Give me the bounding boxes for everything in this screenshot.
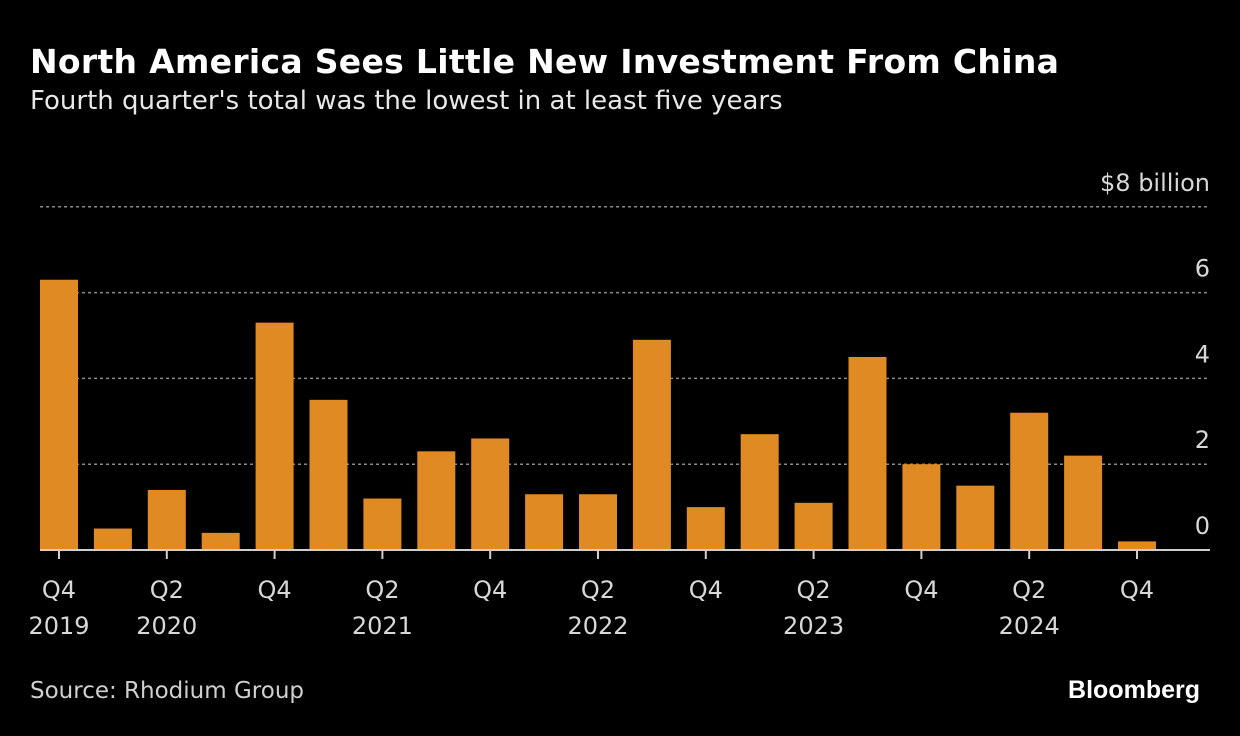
bar-q3-2023 (848, 356, 887, 550)
x-tick-year-label: 2022 (567, 612, 628, 640)
bar-q1-2024 (956, 485, 995, 550)
bar-q2-2020 (147, 489, 186, 550)
chart-title: North America Sees Little New Investment… (30, 42, 1060, 81)
bar-q2-2022 (579, 494, 617, 550)
bar-q2-2023 (794, 502, 833, 550)
bar-q1-2021 (309, 399, 348, 550)
bar-q4-2020 (255, 322, 294, 550)
bar-q4-2021 (471, 438, 510, 550)
source-note: Source: Rhodium Group (30, 678, 304, 704)
x-tick-label: Q2 (581, 576, 615, 604)
x-tick-year-label: 2023 (783, 612, 844, 640)
x-tick-label: Q4 (1120, 576, 1154, 604)
bar-q3-2024 (1064, 455, 1103, 550)
bar-q3-2020 (201, 532, 240, 550)
x-tick-label: Q4 (904, 576, 938, 604)
x-tick-label: Q4 (258, 576, 292, 604)
x-tick-label: Q2 (365, 576, 399, 604)
bar-q4-2024 (1118, 541, 1156, 550)
bar-q4-2022 (686, 507, 725, 550)
y-tick-label: 0 (1195, 512, 1210, 540)
x-tick-label: Q2 (797, 576, 831, 604)
bar-q1-2022 (525, 494, 564, 550)
x-tick-year-label: 2021 (352, 612, 413, 640)
x-tick-label: Q4 (473, 576, 507, 604)
bar-q2-2024 (1010, 412, 1049, 550)
x-tick-label: Q2 (1012, 576, 1046, 604)
x-tick-year-label: 2019 (28, 612, 89, 640)
y-tick-label: 6 (1195, 255, 1210, 283)
x-tick-year-label: 2020 (136, 612, 197, 640)
chart-subtitle: Fourth quarter's total was the lowest in… (30, 86, 783, 116)
bar-q3-2022 (632, 339, 671, 550)
x-tick-year-label: 2024 (999, 612, 1060, 640)
bar-q4-2023 (902, 464, 941, 550)
bloomberg-logo: Bloomberg (1068, 676, 1200, 704)
x-tick-label: Q2 (150, 576, 184, 604)
y-tick-label: $8 billion (1100, 169, 1210, 197)
bar-q1-2020 (93, 528, 132, 550)
bar-q2-2021 (363, 498, 402, 550)
bar-q4-2019 (40, 279, 78, 550)
bar-q3-2021 (417, 451, 456, 550)
x-tick-label: Q4 (42, 576, 76, 604)
y-tick-label: 2 (1195, 426, 1210, 454)
x-tick-label: Q4 (689, 576, 723, 604)
y-tick-label: 4 (1195, 340, 1210, 368)
bar-q1-2023 (740, 434, 779, 550)
